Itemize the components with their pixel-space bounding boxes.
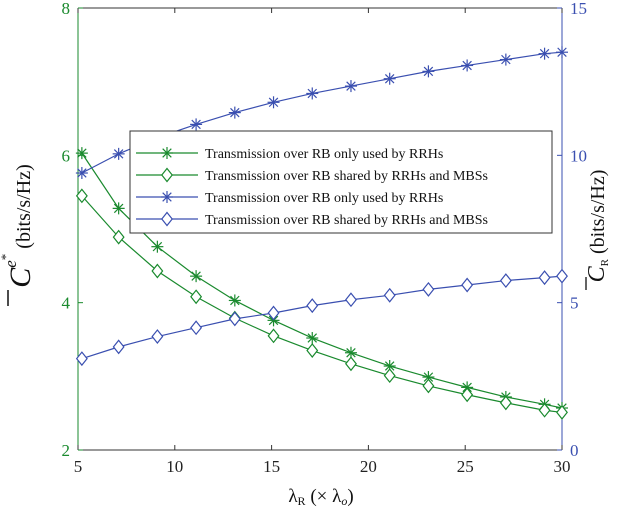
x-tick-label: 10 xyxy=(166,457,183,476)
left-tick-label: 2 xyxy=(62,441,71,460)
data-point xyxy=(461,277,474,293)
series-layer xyxy=(75,46,568,420)
data-point xyxy=(151,329,164,345)
legend-label-2: Transmission over RB shared by RRHs and … xyxy=(205,169,488,184)
data-point xyxy=(499,273,512,289)
data-point xyxy=(306,343,319,359)
data-point xyxy=(306,332,319,345)
series-line xyxy=(81,152,563,409)
data-point xyxy=(190,289,203,305)
x-tick-label: 30 xyxy=(554,457,571,476)
data-point xyxy=(112,229,125,245)
data-point xyxy=(75,147,88,160)
data-point xyxy=(75,167,88,180)
legend-marker xyxy=(161,211,173,227)
legend-entry-1: Transmission over RB only used by RRHs xyxy=(136,147,443,162)
right-tick-label: 5 xyxy=(570,294,579,313)
left-axis-label-symbol: C xyxy=(4,267,37,288)
right-tick-label: 15 xyxy=(570,0,587,18)
data-point xyxy=(112,202,125,215)
data-point xyxy=(499,53,512,66)
legend-label-1: Transmission over RB only used by RRHs xyxy=(205,147,443,162)
data-point xyxy=(422,65,435,78)
left-tick-label: 8 xyxy=(62,0,71,18)
right-tick-label: 0 xyxy=(570,441,579,460)
x-tick-label: 20 xyxy=(360,457,377,476)
series-2 xyxy=(75,188,568,420)
plot-frame xyxy=(77,7,563,451)
data-point xyxy=(344,80,357,93)
series-line xyxy=(81,275,563,360)
series-line xyxy=(81,195,563,414)
data-point xyxy=(383,368,396,384)
left-tick-label: 6 xyxy=(62,146,71,165)
data-point xyxy=(75,351,88,367)
data-point xyxy=(306,87,319,100)
legend-entry-2: Transmission over RB shared by RRHs and … xyxy=(136,167,488,184)
x-tick-label: 25 xyxy=(457,457,474,476)
data-point xyxy=(267,328,280,344)
right-axis-label-unit: (bits/s/Hz) xyxy=(587,170,609,259)
series-4 xyxy=(75,268,568,367)
data-point xyxy=(151,263,164,279)
data-point xyxy=(556,268,568,284)
data-point xyxy=(383,72,396,85)
data-point xyxy=(228,311,241,327)
right-axis-label-symbol: C xyxy=(584,265,610,282)
legend-entry-3: Transmission over RB only used by RRHs xyxy=(136,191,443,206)
data-point xyxy=(383,287,396,303)
data-point xyxy=(112,147,125,160)
legend-box xyxy=(129,130,553,234)
svg-text:CR (bits/s/Hz): CR (bits/s/Hz) xyxy=(584,170,611,283)
data-point xyxy=(267,305,280,321)
legend-entry-4: Transmission over RB shared by RRHs and … xyxy=(136,211,488,228)
left-axis-label-sup2: * xyxy=(0,254,13,261)
data-point xyxy=(556,46,568,59)
data-point xyxy=(267,96,280,109)
data-point xyxy=(190,270,203,283)
data-point xyxy=(345,292,357,308)
x-tick-label: 5 xyxy=(74,457,83,476)
data-point xyxy=(461,387,474,403)
right-axis-label: CR (bits/s/Hz) xyxy=(584,170,611,290)
legend-marker xyxy=(161,191,173,203)
ticks: 5 10 15 20 25 30 2 4 6 8 0 5 10 15 xyxy=(62,0,588,476)
data-point xyxy=(190,320,203,336)
data-point xyxy=(422,281,435,297)
right-tick-label: 10 xyxy=(570,146,587,165)
data-point xyxy=(538,402,551,418)
data-point xyxy=(112,339,125,355)
data-point xyxy=(538,47,551,60)
data-point xyxy=(228,294,241,307)
data-point xyxy=(228,106,241,119)
data-point xyxy=(75,188,88,204)
data-point xyxy=(461,59,474,72)
legend-marker xyxy=(161,147,173,159)
right-axis-label-sub: R xyxy=(599,258,611,266)
left-axis-label-sup: e xyxy=(1,260,20,268)
data-point xyxy=(499,395,512,411)
legend: Transmission over RB only used by RRHs T… xyxy=(129,130,553,234)
left-axis-label: Ce* (bits/s/Hz) xyxy=(0,164,37,306)
data-point xyxy=(538,270,551,286)
left-axis-label-unit: (bits/s/Hz) xyxy=(13,164,35,253)
data-point xyxy=(422,378,435,394)
x-axis-label: λR (× λo) xyxy=(288,486,353,508)
legend-label-3: Transmission over RB only used by RRHs xyxy=(205,191,443,206)
left-tick-label: 4 xyxy=(62,294,71,313)
x-tick-label: 15 xyxy=(263,457,280,476)
data-point xyxy=(383,360,396,373)
data-point xyxy=(556,404,568,420)
data-point xyxy=(151,240,164,253)
data-point xyxy=(345,356,357,372)
svg-text:Ce* (bits/s/Hz): Ce* (bits/s/Hz) xyxy=(0,164,37,288)
data-point xyxy=(190,118,203,131)
legend-marker xyxy=(161,167,173,183)
data-point xyxy=(306,298,319,314)
legend-label-4: Transmission over RB shared by RRHs and … xyxy=(205,213,488,228)
